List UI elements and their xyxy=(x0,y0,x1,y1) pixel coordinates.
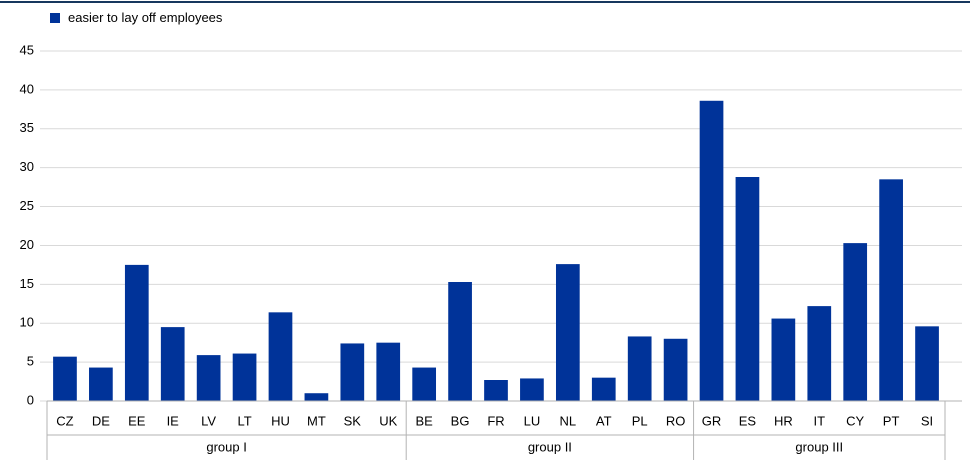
bar xyxy=(448,282,472,401)
group-label: group II xyxy=(528,439,572,454)
x-tick-label: CZ xyxy=(56,413,73,428)
x-tick-label: EE xyxy=(128,413,146,428)
legend-label: easier to lay off employees xyxy=(68,10,223,25)
x-tick-label: DE xyxy=(92,413,110,428)
x-tick-label: SI xyxy=(921,413,933,428)
x-tick-label: HU xyxy=(271,413,290,428)
x-tick-label: HR xyxy=(774,413,793,428)
x-tick-label: BE xyxy=(415,413,433,428)
x-tick-label: UK xyxy=(379,413,397,428)
bar xyxy=(555,264,580,401)
x-tick-label: LV xyxy=(201,413,216,428)
x-tick-label: RO xyxy=(666,413,686,428)
bar xyxy=(412,367,437,401)
y-tick-label: 20 xyxy=(20,237,34,252)
y-tick-label: 35 xyxy=(20,120,34,135)
y-tick-label: 40 xyxy=(20,81,34,96)
bar xyxy=(89,367,113,401)
x-tick-label: CY xyxy=(846,413,864,428)
x-tick-label: MT xyxy=(307,413,326,428)
x-tick-label: SK xyxy=(344,413,362,428)
y-tick-label: 25 xyxy=(20,198,34,213)
bar xyxy=(340,343,365,401)
bar xyxy=(304,393,329,401)
x-tick-label: ES xyxy=(739,413,757,428)
bar xyxy=(915,326,939,401)
x-tick-label: PT xyxy=(883,413,900,428)
bar xyxy=(376,342,401,401)
x-tick-label: LU xyxy=(524,413,541,428)
bar xyxy=(232,353,257,401)
y-tick-label: 10 xyxy=(20,315,34,330)
x-tick-label: LT xyxy=(237,413,251,428)
x-tick-label: NL xyxy=(560,413,577,428)
group-label: group I xyxy=(206,439,246,454)
bar xyxy=(663,338,688,401)
bar xyxy=(591,377,616,401)
bar xyxy=(807,306,832,401)
x-tick-label: IE xyxy=(167,413,180,428)
x-tick-label: IT xyxy=(813,413,825,428)
y-tick-label: 0 xyxy=(27,392,34,407)
bar xyxy=(699,100,724,402)
bar xyxy=(484,380,508,401)
bar xyxy=(160,327,185,401)
y-tick-label: 15 xyxy=(20,276,34,291)
y-tick-label: 5 xyxy=(27,354,34,369)
x-tick-label: GR xyxy=(702,413,722,428)
x-tick-label: PL xyxy=(632,413,648,428)
bar xyxy=(879,179,903,401)
legend-swatch xyxy=(50,13,60,23)
bar xyxy=(520,378,544,401)
bar xyxy=(268,312,293,401)
y-tick-label: 30 xyxy=(20,159,34,174)
group-label: group III xyxy=(795,439,843,454)
bar xyxy=(843,243,868,401)
x-tick-label: FR xyxy=(487,413,504,428)
bar xyxy=(735,177,760,401)
bar xyxy=(771,318,796,401)
bar xyxy=(627,336,652,401)
bar xyxy=(196,355,221,401)
bar xyxy=(124,264,149,401)
y-tick-label: 45 xyxy=(20,42,34,57)
x-tick-label: BG xyxy=(451,413,470,428)
x-tick-label: AT xyxy=(596,413,612,428)
bar xyxy=(53,356,77,401)
